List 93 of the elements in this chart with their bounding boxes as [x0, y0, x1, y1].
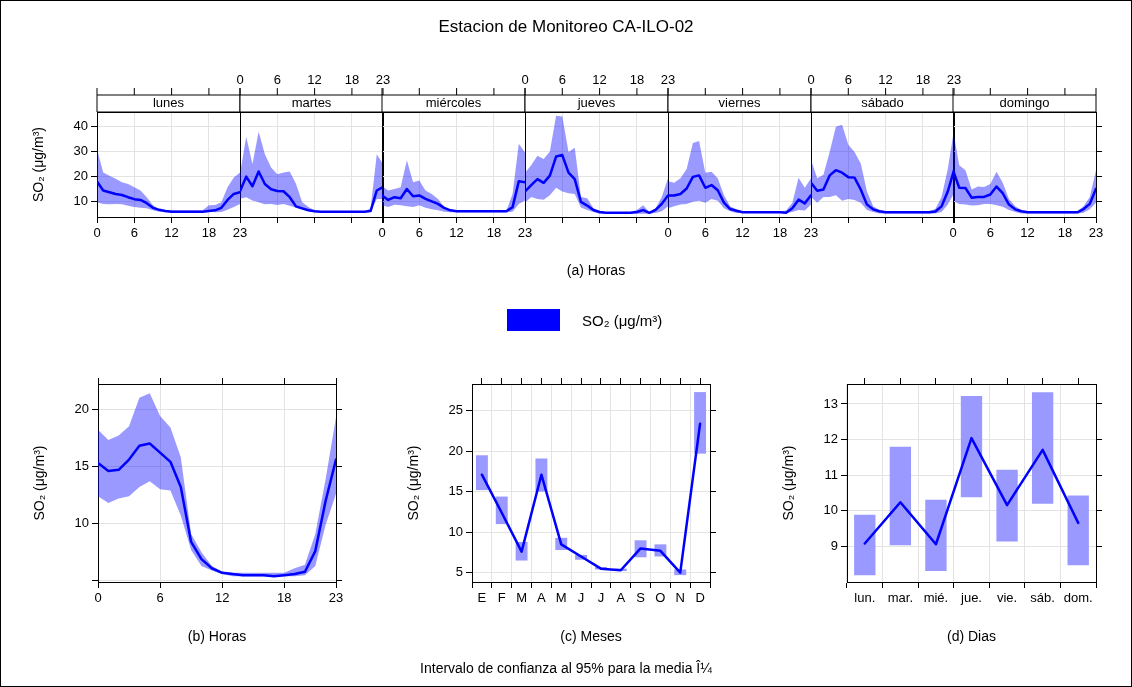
y-tick-label: 25	[448, 402, 463, 418]
x-tick-label: M	[516, 590, 528, 606]
x-tick-label: 23	[660, 71, 676, 87]
x-axis-title: (b) Horas	[187, 628, 247, 645]
x-tick-label: 0	[93, 225, 101, 241]
y-tick-label: 30	[73, 143, 88, 159]
x-tick-label: 6	[558, 71, 567, 87]
y-tick-label: 10	[448, 523, 463, 539]
x-tick-label: 6	[130, 225, 138, 241]
y-tick-label: 10	[74, 515, 89, 531]
y-tick-label: 20	[74, 400, 89, 416]
x-tick-label: 0	[949, 225, 957, 241]
chart-title: miércoles	[426, 95, 483, 111]
y-tick-label: 15	[448, 483, 463, 499]
x-tick-label: dom.	[1063, 590, 1093, 606]
x-tick-label: 23	[803, 225, 819, 241]
x-tick-label: 0	[378, 225, 387, 241]
x-tick-label: 18	[1057, 225, 1073, 241]
chart-title: jueves	[576, 95, 616, 111]
y-tick-label: 12	[823, 431, 838, 447]
x-tick-label: 0	[521, 71, 529, 87]
x-tick-label: 12	[164, 225, 179, 241]
x-tick-label: 6	[416, 225, 424, 241]
chart-title: sábado	[860, 95, 904, 111]
y-axis-title: SO₂ (μg/m³)	[30, 127, 47, 202]
y-tick-label: 13	[823, 395, 838, 411]
x-tick-label: 23	[518, 225, 533, 241]
x-tick-label: sáb.	[1030, 590, 1055, 606]
x-tick-label: M	[555, 590, 567, 606]
x-tick-label: F	[497, 590, 506, 606]
y-tick-label: 9	[830, 537, 838, 553]
x-tick-label: S	[636, 590, 646, 606]
x-tick-label: 23	[1089, 225, 1104, 241]
y-tick-label: 20	[448, 442, 463, 458]
x-tick-label: 6	[156, 590, 164, 606]
x-tick-label: 18	[201, 225, 217, 241]
x-tick-label: J	[577, 590, 585, 606]
x-tick-label: 12	[877, 71, 893, 87]
y-tick-label: 10	[823, 502, 838, 518]
x-tick-label: O	[655, 590, 666, 606]
x-tick-label: 23	[375, 71, 390, 87]
x-tick-label: J	[597, 590, 605, 606]
x-tick-label: 12	[214, 590, 230, 606]
x-tick-label: 6	[273, 71, 281, 87]
y-tick-label: 10	[73, 192, 88, 208]
x-tick-label: 18	[277, 590, 292, 606]
x-tick-label: D	[695, 590, 705, 606]
x-axis-title: (d) Dias	[946, 628, 997, 645]
x-tick-label: mié.	[923, 590, 949, 606]
x-tick-label: 18	[629, 71, 645, 87]
x-tick-label: vie.	[996, 590, 1018, 606]
x-tick-label: 12	[735, 225, 750, 241]
x-tick-label: 6	[701, 225, 709, 241]
x-tick-label: E	[477, 590, 487, 606]
text: (a) Horas	[565, 262, 627, 278]
y-axis-title: SO₂ (μg/m³)	[780, 445, 797, 521]
x-tick-label: 18	[915, 71, 930, 87]
x-tick-label: 23	[946, 71, 961, 87]
x-tick-label: mar.	[887, 590, 914, 606]
x-tick-label: 18	[772, 225, 787, 241]
x-tick-label: 0	[236, 71, 244, 87]
legend-label: SO₂ (μg/m³)	[582, 311, 663, 329]
x-tick-label: 0	[94, 590, 102, 606]
x-tick-label: jue.	[960, 590, 982, 606]
x-tick-label: N	[675, 590, 685, 606]
x-tick-label: 23	[328, 590, 344, 606]
chart-title: domingo	[999, 95, 1050, 111]
x-tick-label: 23	[232, 225, 248, 241]
y-tick-label: 40	[73, 118, 88, 134]
y-axis-title: SO₂ (μg/m³)	[405, 445, 422, 521]
y-axis-title: SO₂ (μg/m³)	[31, 445, 48, 521]
x-tick-label: 6	[844, 71, 852, 87]
x-tick-label: 0	[806, 71, 815, 87]
chart-title: martes	[291, 95, 332, 111]
y-tick-label: 5	[455, 564, 463, 580]
x-tick-label: 18	[344, 71, 359, 87]
x-tick-label: 12	[1020, 225, 1036, 241]
x-tick-label: A	[616, 590, 626, 606]
x-tick-label: 6	[986, 225, 995, 241]
x-axis-title: (c) Meses	[560, 628, 622, 645]
chart-title: lunes	[152, 95, 185, 111]
x-tick-label: 12	[307, 71, 322, 87]
y-tick-label: 15	[74, 457, 89, 473]
y-tick-label: 11	[824, 466, 838, 482]
x-tick-label: 0	[664, 225, 672, 241]
x-tick-label: 18	[487, 225, 502, 241]
y-tick-label: 20	[73, 167, 88, 183]
text: Intervalo de confianza al 95% para la media Î¼	[419, 660, 713, 676]
x-tick-label: lun.	[854, 590, 876, 606]
chart-title: viernes	[718, 95, 761, 111]
x-tick-label: 12	[592, 71, 607, 87]
x-tick-label: A	[537, 590, 547, 606]
text: Estacion de Monitoreo CA-ILO-02	[437, 17, 695, 37]
